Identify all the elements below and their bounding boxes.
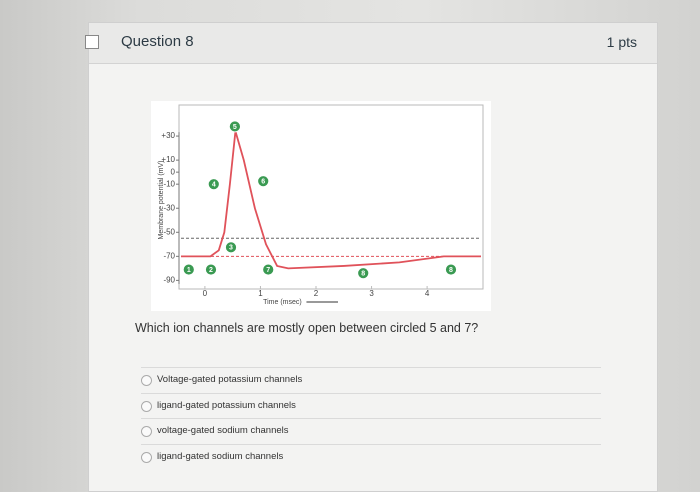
y-tick-label: +10 [161,155,175,164]
annotation-marker [357,267,370,280]
annotation-marker [205,263,217,276]
membrane-potential-line [181,131,481,270]
question-header: Question 8 1 pts [85,23,657,64]
annotation-marker [225,241,237,254]
annotation-label: 7 [266,267,270,274]
points: 1 pts [606,34,637,50]
x-tick-label: 3 [369,289,374,298]
radio-button[interactable] [141,451,152,463]
answer-option[interactable]: ligand-gated sodium channels [141,443,601,469]
annotation-label: 2 [209,267,213,274]
answer-option[interactable]: ligand-gated potassium channels [141,392,601,418]
radio-button[interactable] [141,375,152,386]
x-tick-label: 2 [314,289,319,298]
x-axis-label: Time (msec) [263,299,302,306]
option-text: ligand-gated potassium channels [157,399,296,411]
chart: +30 +10 0 -10 -30 -50 -70 -90 0 1 2 3 4 Membrane pote… [151,101,491,311]
radio-button[interactable] [141,426,152,437]
radio-button[interactable] [141,400,152,412]
y-tick-label: -10 [163,179,175,188]
annotation-marker [257,175,270,188]
annotation-marker [207,178,220,191]
y-tick-label: -90 [163,276,175,285]
annotation-marker [182,263,195,276]
annotation-marker [228,120,241,133]
option-text: ligand-gated sodium channels [157,450,284,462]
y-tick-label: -30 [163,203,175,212]
y-tick-label: 0 [171,167,176,176]
annotation-label: 6 [261,179,265,186]
y-tick-label: +30 [161,131,175,140]
annotation-marker [445,263,457,276]
y-axis-label: Membrane potential (mV) [158,161,165,240]
answer-option[interactable]: voltage-gated sodium channels [141,418,601,443]
figure-background [151,101,491,311]
annotation-label: 3 [229,245,233,252]
question-text: Which ion channels are mostly open betwe… [135,321,479,335]
y-tick-label: -70 [163,251,175,260]
answer-option[interactable]: Voltage-gated potassium channels [141,367,601,392]
annotation-label: 4 [212,182,216,189]
question-card: Question 8 1 pts +30 +10 0 -10 -30 -50 -70 -90 0… [85,22,658,492]
y-tick-label: -50 [163,227,175,236]
option-text: Voltage-gated potassium channels [157,374,303,385]
annotation-label: 5 [233,124,237,131]
x-tick-label: 4 [425,289,430,298]
annotation-label: 1 [187,267,191,274]
annotation-label: 8 [361,271,365,278]
x-tick-label: 1 [258,289,263,298]
flag-icon[interactable] [85,35,99,49]
option-text: voltage-gated sodium channels [157,425,289,436]
annotation-label: 8 [449,267,453,274]
x-tick-label: 0 [203,289,208,298]
question-title: Question 8 [121,33,194,50]
annotation-marker [262,263,275,276]
